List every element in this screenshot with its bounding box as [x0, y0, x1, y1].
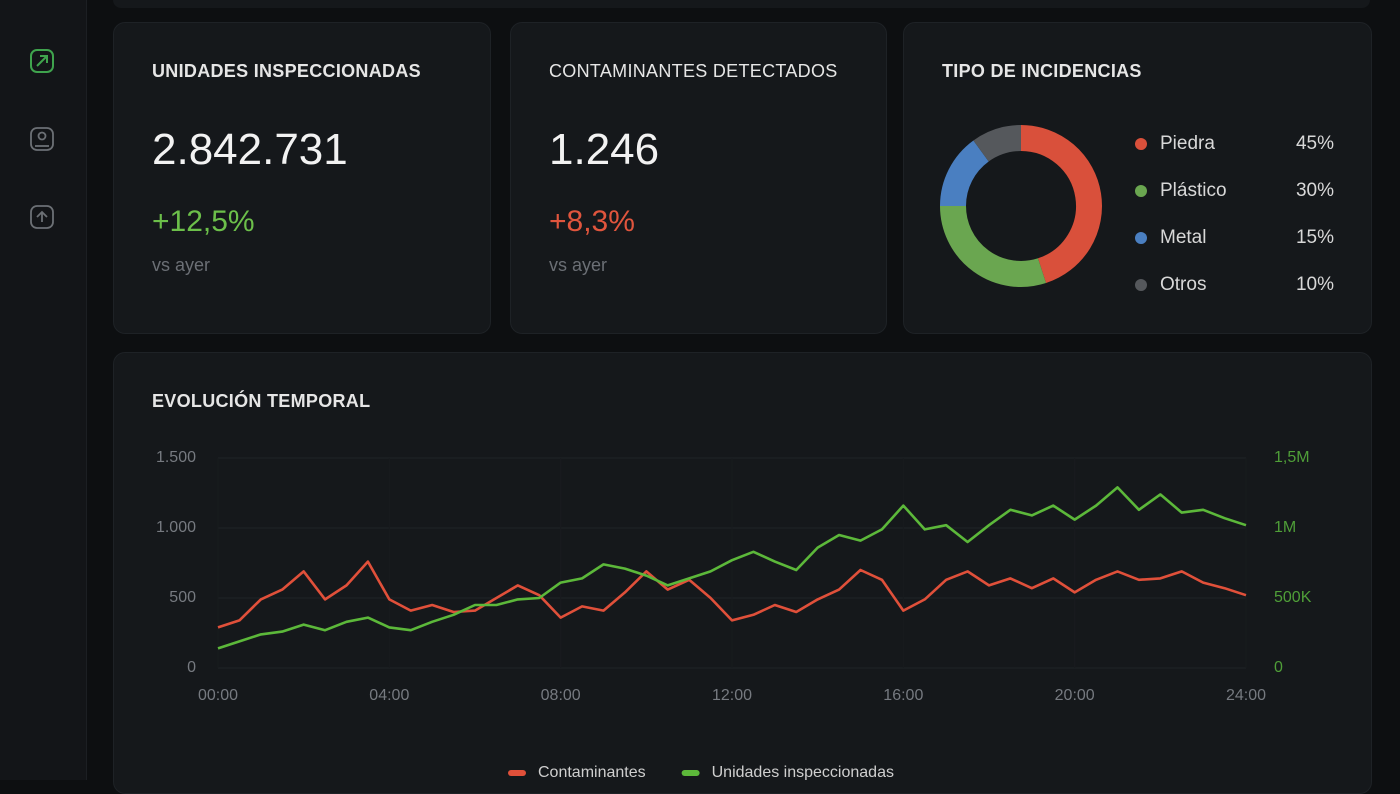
- line-title: EVOLUCIÓN TEMPORAL: [152, 391, 371, 411]
- x-tick-label: 08:00: [541, 687, 581, 704]
- legend-label: Plástico: [1160, 180, 1227, 201]
- kpi-note: vs ayer: [152, 255, 211, 275]
- legend-label: Metal: [1160, 227, 1206, 248]
- kpi-change: +8,3%: [549, 205, 635, 238]
- legend-swatch: [508, 770, 526, 776]
- donut-slice: [940, 140, 990, 207]
- legend-swatch: [681, 770, 700, 776]
- donut-slice: [1020, 125, 1102, 284]
- kpi-title: UNIDADES INSPECCIONADAS: [152, 61, 421, 81]
- donut-card: TIPO DE INCIDENCIAS Piedra 45% Plástico 30%…: [903, 22, 1372, 334]
- donut-slice: [940, 205, 1047, 287]
- legend-value: 15%: [1296, 227, 1334, 248]
- sidebar: [0, 0, 87, 780]
- kpi-card: CONTAMINANTES DETECTADOS 1.246 +8,3% vs …: [510, 22, 887, 334]
- y-tick-label: 0: [187, 659, 196, 676]
- legend-swatch: [1135, 138, 1147, 150]
- legend-value: 10%: [1296, 274, 1334, 295]
- x-tick-label: 24:00: [1226, 687, 1266, 704]
- legend-label: Otros: [1160, 274, 1206, 295]
- sidebar-icons: [30, 49, 54, 229]
- nav-icon[interactable]: [30, 127, 54, 151]
- line-series: [217, 560, 1247, 629]
- y2-tick-label: 500K: [1274, 589, 1312, 606]
- legend-swatch: [1135, 232, 1147, 244]
- y-tick-label: 500: [169, 589, 196, 606]
- kpi-title: CONTAMINANTES DETECTADOS: [549, 61, 838, 81]
- kpi-note: vs ayer: [549, 255, 608, 275]
- nav-icon-active[interactable]: [30, 49, 54, 73]
- kpi-card: UNIDADES INSPECCIONADAS 2.842.731 +12,5%…: [113, 22, 491, 334]
- line-card: EVOLUCIÓN TEMPORAL: [113, 352, 1372, 794]
- x-tick-label: 12:00: [712, 687, 752, 704]
- legend-value: 45%: [1296, 133, 1334, 154]
- legend-value: 30%: [1296, 180, 1334, 201]
- x-tick-label: 00:00: [198, 687, 238, 704]
- nav-icon[interactable]: [30, 205, 54, 229]
- y2-tick-label: 1,5M: [1274, 449, 1310, 466]
- legend-swatch: [1135, 185, 1147, 197]
- x-tick-label: 20:00: [1055, 687, 1095, 704]
- donut-chart: Piedra 45% Plástico 30% Metal 15% Otros 10%: [940, 125, 1334, 295]
- x-tick-label: 04:00: [369, 687, 409, 704]
- kpi-change: +12,5%: [152, 205, 255, 238]
- kpi-value: 1.246: [549, 125, 660, 174]
- x-tick-label: 16:00: [883, 687, 923, 704]
- legend-label: Piedra: [1160, 133, 1215, 154]
- y-tick-label: 1.000: [156, 519, 196, 536]
- top-bar: [113, 0, 1370, 8]
- y-tick-label: 1.500: [156, 449, 196, 466]
- legend-swatch: [1135, 279, 1147, 291]
- y2-tick-label: 1M: [1274, 519, 1296, 536]
- line-series: [217, 486, 1247, 650]
- donut-title: TIPO DE INCIDENCIAS: [942, 61, 1142, 81]
- legend-label: Unidades inspeccionadas: [712, 764, 894, 780]
- kpi-value: 2.842.731: [152, 125, 348, 174]
- legend-label: Contaminantes: [538, 764, 646, 780]
- donut-slice: [973, 125, 1022, 162]
- y2-tick-label: 0: [1274, 659, 1283, 676]
